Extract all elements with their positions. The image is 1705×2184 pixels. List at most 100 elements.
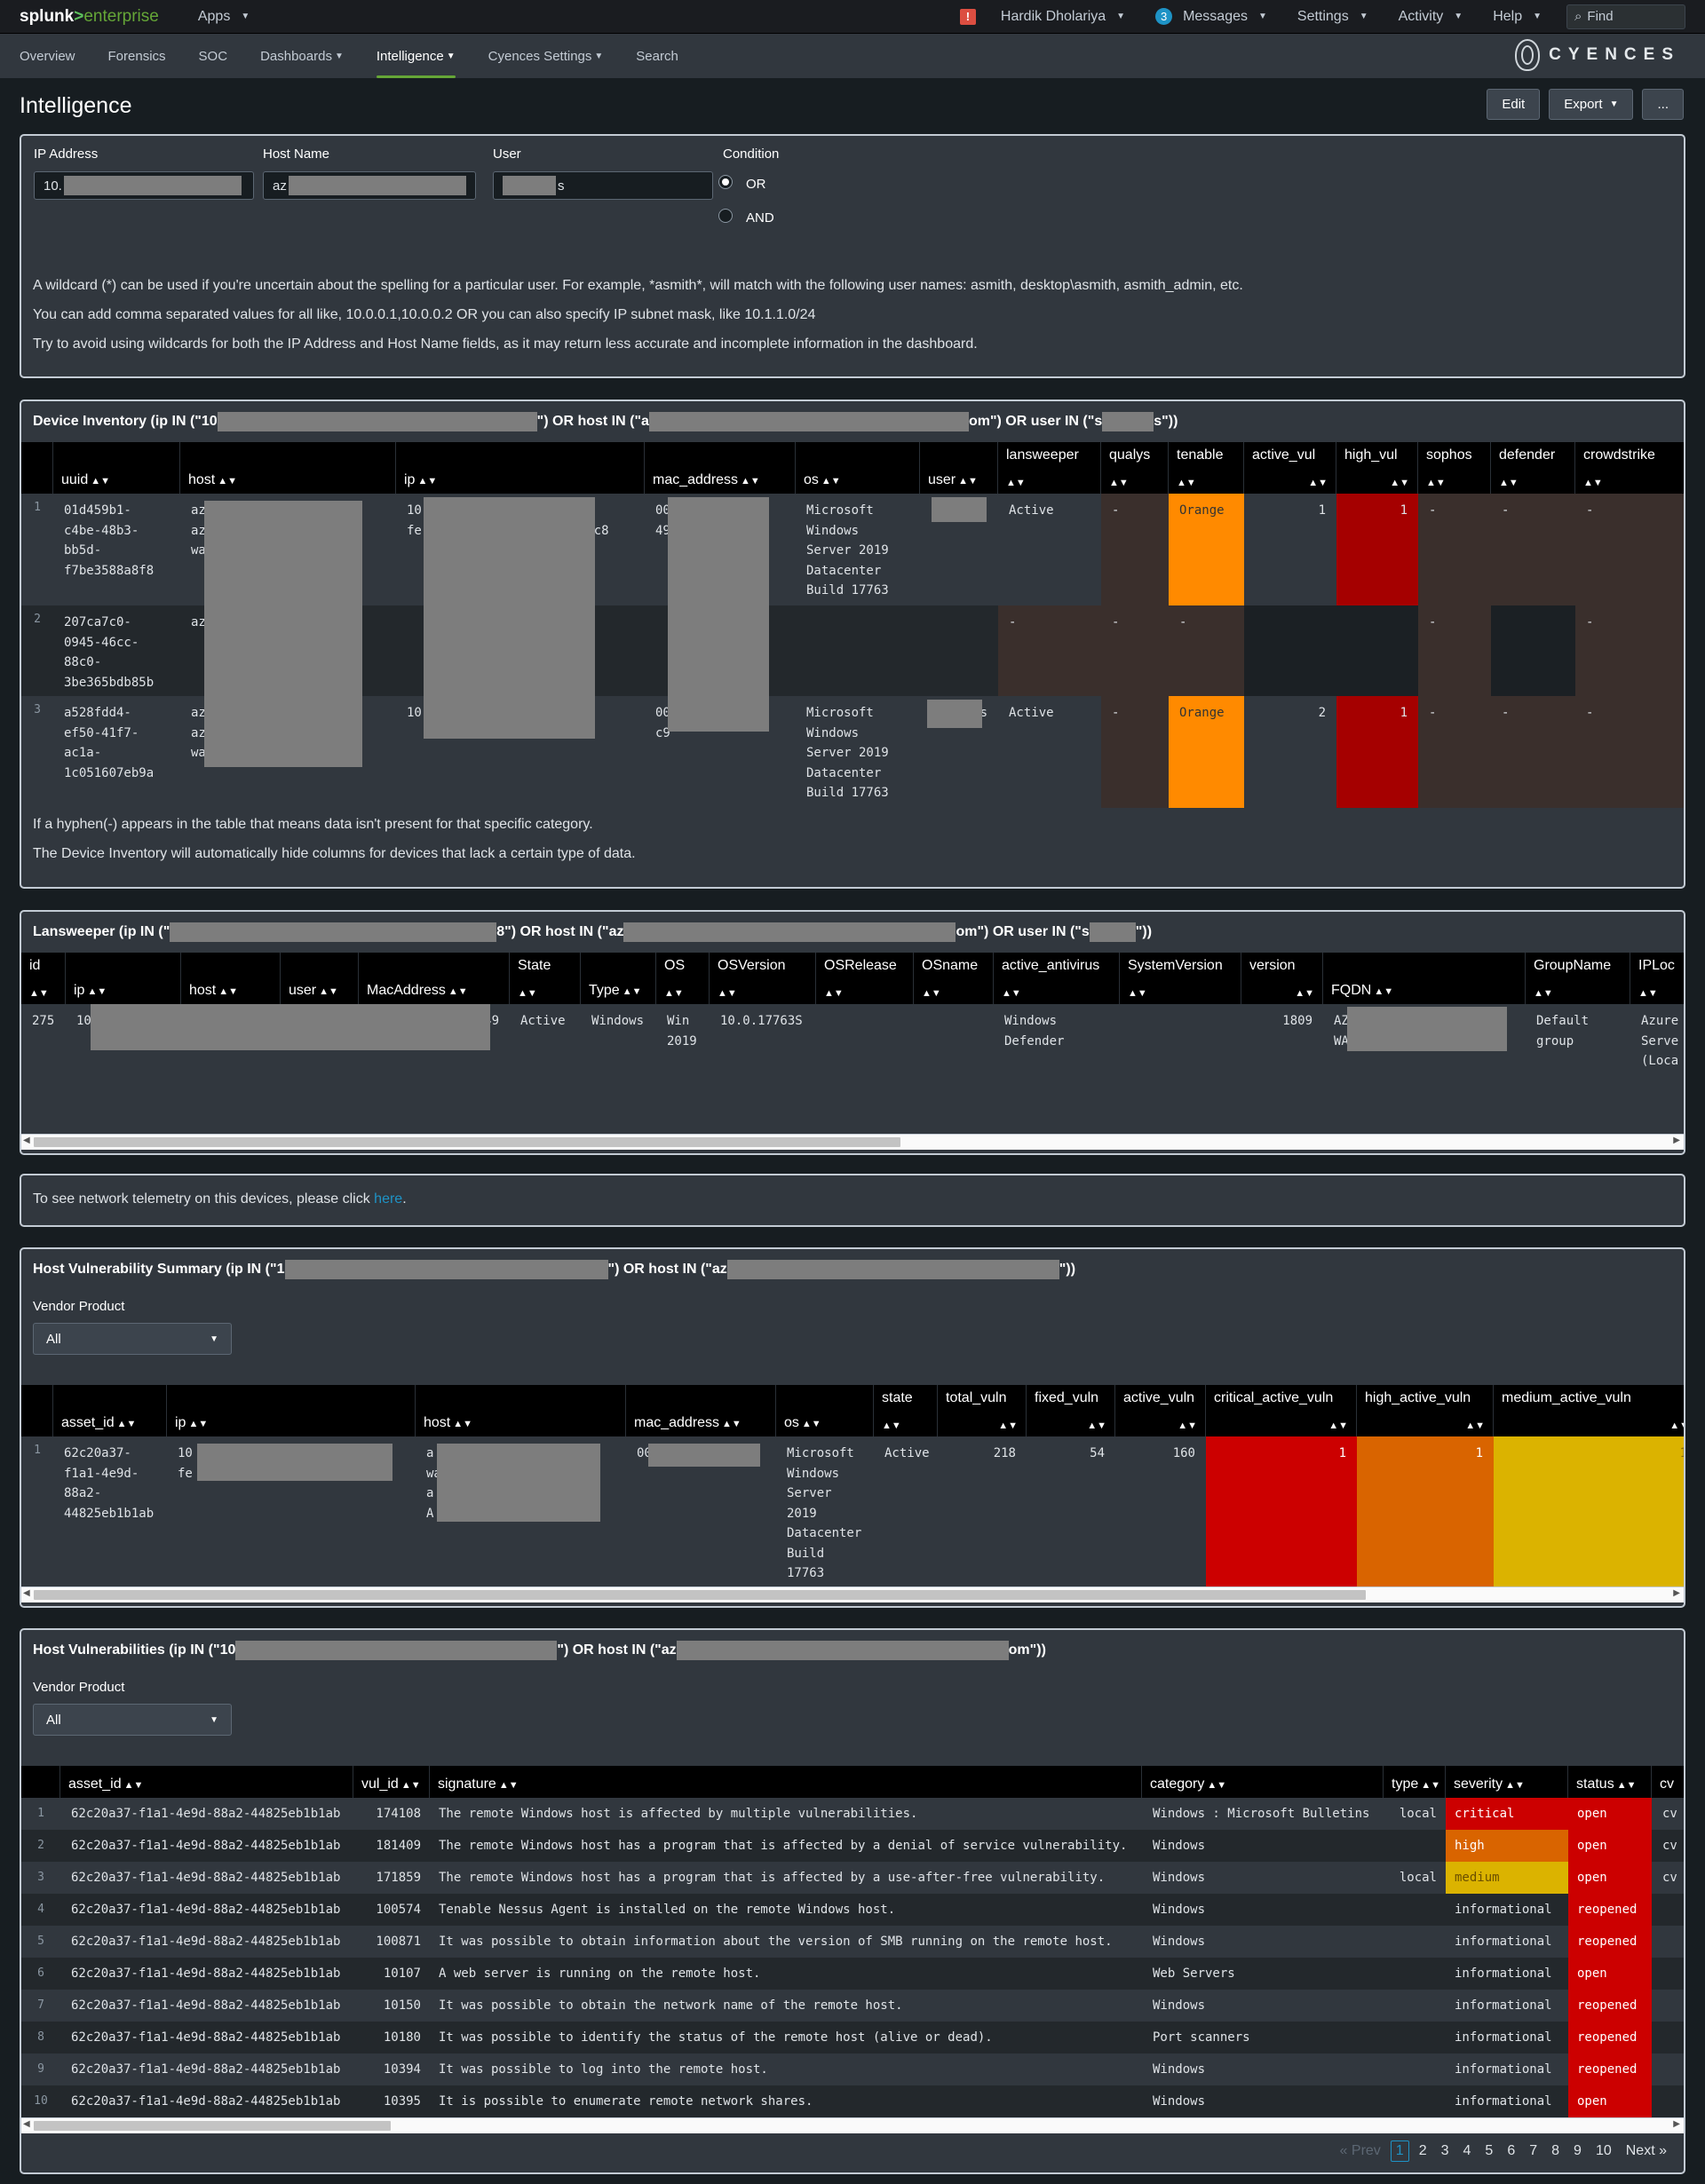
scrollbar-thumb[interactable] — [34, 1590, 1366, 1600]
page-button[interactable]: 6 — [1507, 2143, 1516, 2158]
column-header-host[interactable]: host ▲▼ — [180, 442, 396, 494]
column-header-uuid[interactable]: uuid ▲▼ — [53, 442, 180, 494]
column-header-mac-address[interactable]: mac_address ▲▼ — [626, 1385, 776, 1436]
column-header-os[interactable]: os ▲▼ — [796, 442, 920, 494]
page-button[interactable]: 7 — [1529, 2143, 1538, 2158]
user-input[interactable]: s — [493, 171, 713, 200]
column-header-osversion[interactable]: OSVersion ▲▼ — [710, 953, 816, 1004]
scroll-left-icon[interactable]: ◀ — [23, 2119, 30, 2129]
column-header-sophos[interactable]: sophos ▲▼ — [1418, 442, 1491, 494]
horizontal-scrollbar[interactable]: ◀ ▶ — [21, 2117, 1684, 2133]
apps-menu[interactable]: Apps ▼ — [197, 8, 250, 24]
nav-overview[interactable]: Overview — [20, 48, 75, 64]
table-row[interactable]: 8 62c20a37-f1a1-4e9d-88a2-44825eb1b1ab 101… — [21, 2022, 1684, 2053]
column-header-state[interactable]: State ▲▼ — [510, 953, 581, 1004]
table-row[interactable]: 1 62c20a37-f1a1-4e9d-88a2-44825eb1b1ab 174… — [21, 1798, 1684, 1830]
table-row[interactable]: 1 62c20a37- f1a1-4e9d- 88a2- 44825eb1b1a… — [21, 1436, 1684, 1587]
table-row[interactable]: 3 62c20a37-f1a1-4e9d-88a2-44825eb1b1ab 171… — [21, 1862, 1684, 1894]
nav-search[interactable]: Search — [636, 48, 678, 64]
column-header-systemversion[interactable]: SystemVersion ▲▼ — [1120, 953, 1241, 1004]
column-header-severity[interactable]: severity ▲▼ — [1446, 1766, 1568, 1798]
column-header-critical-active-vuln[interactable]: critical_active_vuln ▲▼ — [1206, 1385, 1357, 1436]
page-button[interactable]: 5 — [1485, 2143, 1494, 2158]
page-button[interactable]: 1 — [1390, 2140, 1409, 2162]
column-header-asset-id[interactable]: asset_id ▲▼ — [53, 1385, 167, 1436]
help-menu[interactable]: Help ▼ — [1493, 8, 1542, 24]
column-header-medium-active-vuln[interactable]: medium_active_vuln▲▼ — [1494, 1385, 1684, 1436]
prev-page-button[interactable]: « Prev — [1339, 2143, 1381, 2158]
column-header-signature[interactable]: signature ▲▼ — [430, 1766, 1142, 1798]
table-row[interactable]: 6 62c20a37-f1a1-4e9d-88a2-44825eb1b1ab 101… — [21, 1958, 1684, 1990]
table-row[interactable]: 5 62c20a37-f1a1-4e9d-88a2-44825eb1b1ab 100… — [21, 1926, 1684, 1958]
table-row[interactable]: 7 62c20a37-f1a1-4e9d-88a2-44825eb1b1ab 101… — [21, 1990, 1684, 2022]
column-header-version[interactable]: version ▲▼ — [1241, 953, 1323, 1004]
column-header-crowdstrike[interactable]: crowdstrike ▲▼ — [1575, 442, 1684, 494]
ip-address-input[interactable]: 10. — [34, 171, 254, 200]
column-header-defender[interactable]: defender ▲▼ — [1491, 442, 1575, 494]
scrollbar-thumb[interactable] — [34, 1137, 900, 1147]
host-name-input[interactable]: az — [263, 171, 476, 200]
column-header-status[interactable]: status ▲▼ — [1568, 1766, 1652, 1798]
scrollbar-thumb[interactable] — [34, 2121, 391, 2131]
column-header-osrelease[interactable]: OSRelease ▲▼ — [816, 953, 914, 1004]
scroll-right-icon[interactable]: ▶ — [1673, 1136, 1680, 1145]
scroll-left-icon[interactable]: ◀ — [23, 1588, 30, 1598]
messages-menu[interactable]: 3 Messages ▼ — [1150, 8, 1273, 25]
column-header-active-vuln[interactable]: active_vuln ▲▼ — [1115, 1385, 1206, 1436]
condition-and-radio[interactable] — [718, 209, 733, 223]
vendor-product-dropdown[interactable]: All ▼ — [33, 1323, 232, 1355]
scroll-right-icon[interactable]: ▶ — [1673, 2119, 1680, 2129]
column-header-lansweeper[interactable]: lansweeper ▲▼ — [998, 442, 1101, 494]
column-header-vul-id[interactable]: vul_id ▲▼ — [353, 1766, 430, 1798]
alert-icon[interactable]: ! — [959, 8, 976, 25]
column-header-high-active-vuln[interactable]: high_active_vuln ▲▼ — [1357, 1385, 1494, 1436]
nav-forensics[interactable]: Forensics — [107, 48, 166, 64]
column-header-asset-id[interactable]: asset_id ▲▼ — [60, 1766, 353, 1798]
page-button[interactable]: 10 — [1595, 2143, 1612, 2158]
column-header-osname[interactable]: OSname ▲▼ — [914, 953, 994, 1004]
nav-cyences-settings[interactable]: Cyences Settings ▼ — [488, 48, 604, 64]
page-button[interactable]: 4 — [1463, 2143, 1471, 2158]
column-header-fixed-vuln[interactable]: fixed_vuln ▲▼ — [1027, 1385, 1115, 1436]
column-header-category[interactable]: category ▲▼ — [1142, 1766, 1384, 1798]
edit-button[interactable]: Edit — [1487, 89, 1541, 120]
column-header-type[interactable]: Type ▲▼ — [581, 953, 656, 1004]
column-header-groupname[interactable]: GroupName ▲▼ — [1526, 953, 1630, 1004]
column-header-fqdn[interactable]: FQDN ▲▼ — [1323, 953, 1526, 1004]
column-header-ip[interactable]: ip ▲▼ — [396, 442, 645, 494]
vendor-product-dropdown[interactable]: All ▼ — [33, 1704, 232, 1736]
nav-intelligence[interactable]: Intelligence ▼ — [376, 34, 456, 78]
column-header-user[interactable]: user ▲▼ — [920, 442, 998, 494]
find-input[interactable]: ⌕ Find — [1566, 4, 1685, 29]
column-header-macaddress[interactable]: MacAddress ▲▼ — [359, 953, 510, 1004]
column-header-tenable[interactable]: tenable ▲▼ — [1169, 442, 1244, 494]
scroll-left-icon[interactable]: ◀ — [23, 1136, 30, 1145]
column-header-mac-address[interactable]: mac_address ▲▼ — [645, 442, 796, 494]
table-row[interactable]: 10 62c20a37-f1a1-4e9d-88a2-44825eb1b1ab 10… — [21, 2085, 1684, 2117]
scroll-right-icon[interactable]: ▶ — [1673, 1588, 1680, 1598]
nav-soc[interactable]: SOC — [198, 48, 228, 64]
column-header-os[interactable]: os ▲▼ — [776, 1385, 874, 1436]
activity-menu[interactable]: Activity ▼ — [1398, 8, 1463, 24]
horizontal-scrollbar[interactable]: ◀ ▶ — [21, 1587, 1684, 1602]
splunk-logo[interactable]: splunk>enterprise — [20, 6, 159, 26]
page-button[interactable]: 8 — [1551, 2143, 1560, 2158]
settings-menu[interactable]: Settings ▼ — [1297, 8, 1368, 24]
column-header-type[interactable]: type ▲▼ — [1384, 1766, 1446, 1798]
page-button[interactable]: 9 — [1574, 2143, 1582, 2158]
column-header-total-vuln[interactable]: total_vuln ▲▼ — [938, 1385, 1027, 1436]
table-row[interactable]: 9 62c20a37-f1a1-4e9d-88a2-44825eb1b1ab 103… — [21, 2053, 1684, 2085]
column-header-cv[interactable]: cv — [1652, 1766, 1684, 1798]
column-header-high-vul[interactable]: high_vul ▲▼ — [1336, 442, 1418, 494]
nav-dashboards[interactable]: Dashboards ▼ — [260, 48, 344, 64]
export-button[interactable]: Export ▼ — [1549, 89, 1634, 120]
column-header-host[interactable]: host ▲▼ — [416, 1385, 626, 1436]
page-button[interactable]: 2 — [1418, 2143, 1427, 2158]
column-header-state[interactable]: state ▲▼ — [874, 1385, 938, 1436]
next-page-button[interactable]: Next » — [1625, 2143, 1667, 2158]
column-header-active-vul[interactable]: active_vul ▲▼ — [1244, 442, 1336, 494]
column-header-os[interactable]: OS ▲▼ — [656, 953, 710, 1004]
column-header-user[interactable]: user ▲▼ — [281, 953, 359, 1004]
column-header-ip[interactable]: ip ▲▼ — [167, 1385, 416, 1436]
more-actions-button[interactable]: ... — [1642, 89, 1684, 120]
